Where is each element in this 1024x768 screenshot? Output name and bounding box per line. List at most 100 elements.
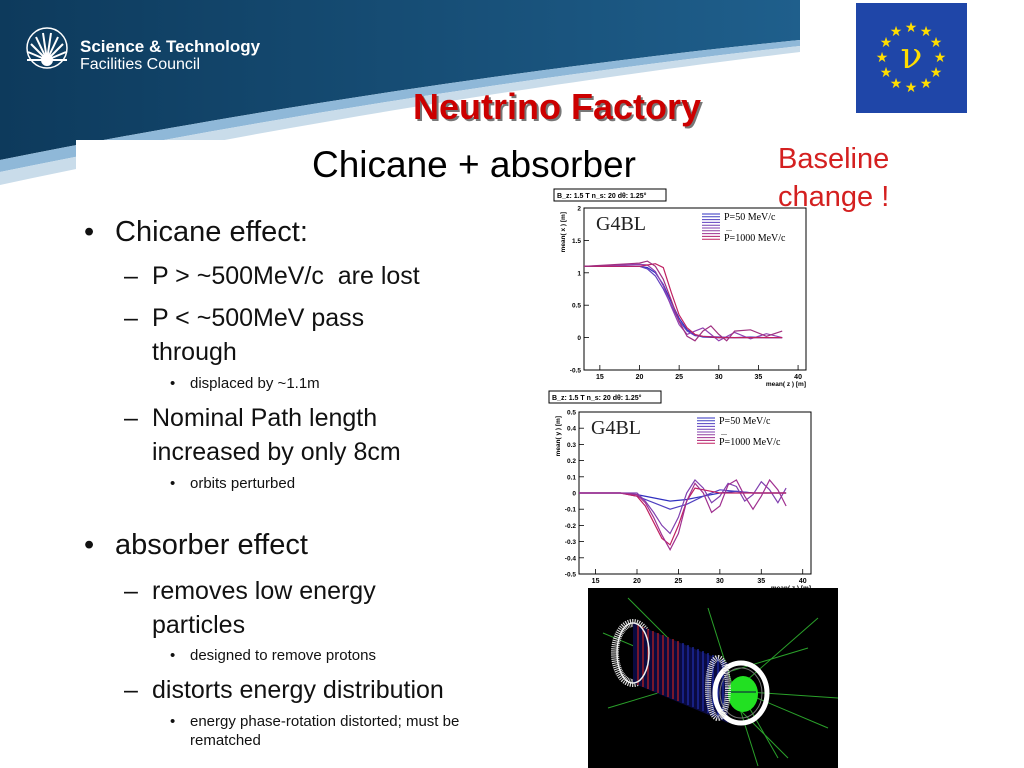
x-tick-label: 35 — [757, 578, 765, 585]
y-tick-label: -0.3 — [565, 539, 577, 546]
chart-header-text: B_z: 1.5 T n_s: 20 dθ: 1.25° — [557, 192, 647, 200]
series-line-3 — [579, 479, 787, 535]
y-tick-label: 0.3 — [567, 442, 576, 449]
series-line-3 — [583, 263, 783, 342]
x-axis-label: mean( z ) [m] — [771, 585, 811, 590]
bullet-absorber-effect: absorber effect — [115, 529, 308, 561]
series-line-5 — [579, 478, 787, 551]
legend-entry-last: P=1000 MeV/c — [724, 233, 786, 244]
blue-coil-section — [682, 643, 724, 719]
y-tick-label: -0.4 — [565, 555, 577, 562]
legend-ellipsis: ... — [721, 428, 727, 437]
bullet-removes-l1: removes low energy — [152, 577, 376, 605]
bullet-orbits: orbits perturbed — [190, 475, 296, 492]
bullet-path-l2: increased by only 8cm — [152, 438, 401, 466]
dash-marker: – — [124, 304, 138, 332]
y-tick-label: 2 — [577, 206, 581, 213]
bullet-phase-l2: rematched — [190, 732, 261, 749]
legend-entry-first: P=50 MeV/c — [719, 416, 771, 427]
y-tick-label: 0.5 — [567, 410, 576, 417]
y-axis-label: mean( x ) [m] — [560, 212, 567, 252]
logo-line1: Science & Technology — [80, 37, 261, 56]
x-axis-label: mean( z ) [m] — [766, 381, 806, 388]
dot-marker: • — [170, 375, 176, 392]
x-tick-label: 20 — [636, 374, 644, 381]
y-axis-label: mean( y ) [m] — [555, 416, 562, 456]
chart-header: B_z: 1.5 T n_s: 20 dθ: 1.25° — [548, 390, 662, 404]
x-tick-label: 15 — [596, 374, 604, 381]
y-tick-label: 1.5 — [572, 238, 581, 245]
bullet-displaced: displaced by ~1.1m — [190, 375, 320, 392]
baseline-line1: Baseline — [778, 143, 890, 175]
y-tick-label: 0 — [577, 335, 581, 342]
svg-text:★: ★ — [876, 51, 889, 66]
star-ring-icon: ★ ★ ★ ★ ★ ★ ★ ★ ★ ★ ★ ★ — [876, 21, 947, 96]
header-band — [0, 0, 800, 185]
bullet-p-pass-l1: P < ~500MeV pass — [152, 304, 365, 332]
y-tick-label: 0 — [572, 491, 576, 498]
svg-text:★: ★ — [880, 66, 893, 81]
absorber-disc — [712, 660, 770, 726]
y-tick-label: -0.5 — [570, 368, 582, 375]
y-tick-label: -0.5 — [565, 572, 577, 579]
dash-marker: – — [124, 262, 138, 290]
series-line-5 — [583, 260, 783, 342]
x-tick-label: 35 — [755, 374, 763, 381]
y-tick-label: -0.2 — [565, 523, 577, 530]
series-line-4 — [579, 487, 787, 546]
svg-text:★: ★ — [930, 66, 943, 81]
bullet-marker: • — [84, 216, 95, 248]
dash-marker: – — [124, 404, 138, 432]
logo-line2: Facilities Council — [80, 56, 201, 73]
g4bl-label: G4BL — [591, 417, 641, 439]
dot-marker: • — [170, 475, 176, 492]
x-tick-label: 20 — [633, 578, 641, 585]
bullet-p-lost: P > ~500MeV/c are lost — [152, 262, 420, 290]
page-title: Neutrino Factory — [413, 86, 702, 127]
slide-subtitle: Chicane + absorber — [312, 144, 636, 185]
legend-ellipsis: ... — [726, 224, 732, 233]
dot-marker: • — [170, 647, 176, 664]
svg-text:★: ★ — [934, 51, 947, 66]
x-tick-label: 25 — [675, 374, 683, 381]
g4bl-label: G4BL — [596, 213, 646, 235]
legend-entry-last: P=1000 MeV/c — [719, 437, 781, 448]
svg-text:★: ★ — [930, 36, 943, 51]
svg-text:★: ★ — [920, 77, 933, 92]
y-tick-label: 1 — [577, 270, 581, 277]
svg-text:★: ★ — [890, 25, 903, 40]
svg-text:★: ★ — [920, 25, 933, 40]
content-panel — [76, 140, 1024, 768]
chart-mean-x: B_z: 1.5 T n_s: 20 dθ: 1.25°15 20 25 30 35 40… — [553, 188, 807, 388]
x-tick-label: 30 — [716, 578, 724, 585]
svg-text:★: ★ — [890, 77, 903, 92]
chart-header-text: B_z: 1.5 T n_s: 20 dθ: 1.25° — [552, 394, 642, 402]
dash-marker: – — [124, 676, 138, 704]
bullet-marker: • — [84, 529, 95, 561]
bullet-removes-l2: particles — [152, 611, 246, 639]
sunburst-icon — [26, 27, 68, 69]
legend: P=50 MeV/c...P=1000 MeV/c — [702, 212, 786, 244]
chart-mean-y: B_z: 1.5 T n_s: 20 dθ: 1.25° 15 20 25 30 35 40… — [548, 390, 812, 590]
svg-text:★: ★ — [905, 81, 918, 96]
legend: P=50 MeV/c...P=1000 MeV/c — [697, 416, 781, 448]
absorber-3d-render — [588, 588, 838, 768]
x-tick-label: 30 — [715, 374, 723, 381]
x-tick-label: 25 — [675, 578, 683, 585]
y-tick-label: 0.2 — [567, 458, 576, 465]
bullet-distorts: distorts energy distribution — [152, 676, 444, 704]
y-tick-label: 0.4 — [567, 426, 576, 433]
dot-marker: • — [170, 713, 176, 730]
plot-frame — [583, 207, 807, 371]
y-tick-label: 0.1 — [567, 474, 576, 481]
y-tick-label: 0.5 — [572, 303, 581, 310]
chart-header-box — [548, 390, 662, 404]
dash-marker: – — [124, 577, 138, 605]
x-tick-label: 40 — [794, 374, 802, 381]
bullet-path-l1: Nominal Path length — [152, 404, 378, 432]
eu-flag-logo: ★ ★ ★ ★ ★ ★ ★ ★ ★ ★ ★ ★ ν — [856, 3, 967, 113]
bullet-p-pass-l2: through — [152, 338, 237, 366]
svg-text:★: ★ — [880, 36, 893, 51]
legend-entry-first: P=50 MeV/c — [724, 212, 776, 223]
svg-text:★: ★ — [905, 21, 918, 36]
